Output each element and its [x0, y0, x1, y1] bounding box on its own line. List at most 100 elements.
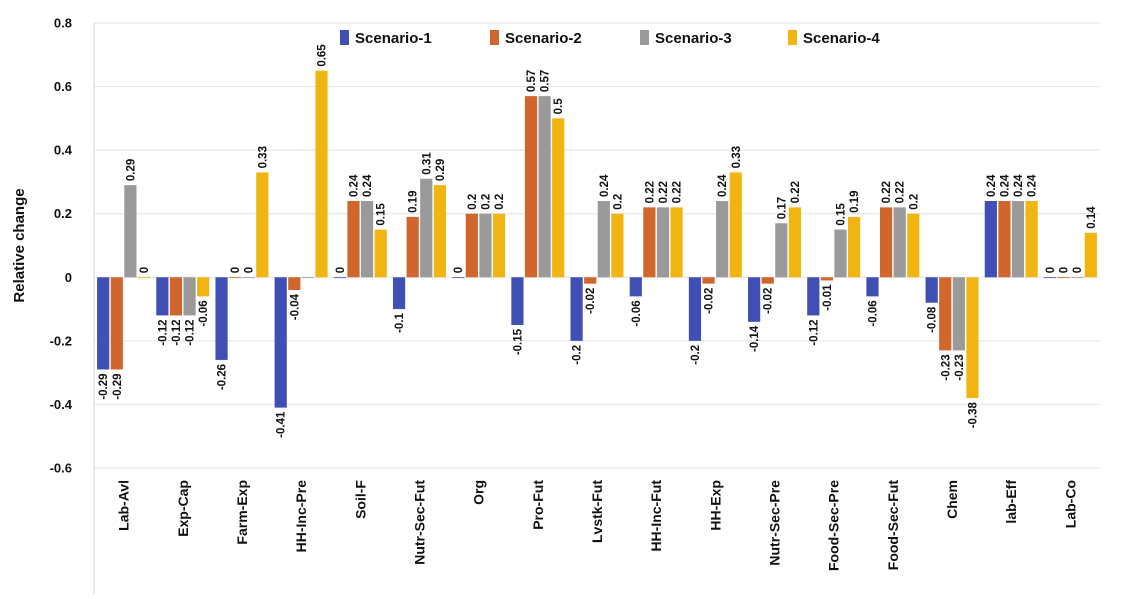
- value-label: -0.2: [690, 345, 702, 365]
- value-label: 0.31: [421, 152, 433, 175]
- value-label: -0.02: [585, 288, 597, 314]
- bar-scenario-1-exp-cap: [156, 277, 169, 316]
- value-label: 0.24: [599, 174, 611, 197]
- bar-scenario-2-org: [465, 213, 478, 278]
- bar-scenario-4-food-sec-pre: [848, 216, 861, 278]
- legend-swatch-scenario-1: [340, 30, 349, 45]
- bar-scenario-3-org: [479, 213, 492, 278]
- bar-scenario-2-hh-exp: [702, 277, 715, 284]
- x-tick-label: Food-Sec-Fut: [885, 480, 901, 571]
- bar-scenario-1-nutr-sec-fut: [392, 277, 406, 310]
- value-label: 0.19: [408, 191, 420, 213]
- value-label: 0.29: [435, 159, 447, 181]
- bar-scenario-4-lvstk-fut: [611, 213, 624, 278]
- x-tick-label: Farm-Exp: [234, 480, 250, 545]
- value-label: 0.19: [849, 191, 861, 213]
- bar-scenario-3-lvstk-fut: [597, 201, 610, 278]
- legend-swatch-scenario-2: [490, 30, 499, 45]
- value-label: -0.2: [572, 345, 584, 365]
- x-tick-label: Lab-Avl: [116, 480, 132, 531]
- bar-scenario-3-lab-eff: [1011, 201, 1025, 278]
- value-label: 0.24: [986, 174, 998, 197]
- bar-scenario-4-chem: [966, 277, 979, 399]
- value-labels: -0.29 -0.290.290-0.12 -0.12 -0.12-0.06-0.26…: [98, 44, 1098, 438]
- value-label: 0.22: [790, 181, 802, 203]
- bar-scenario-2-nutr-sec-fut: [406, 216, 419, 278]
- x-tick-label: Food-Sec-Pre: [826, 480, 842, 571]
- value-label: -0.01: [822, 284, 834, 311]
- bar-scenario-3-food-sec-fut: [893, 207, 906, 278]
- value-label: -0.02: [704, 288, 716, 314]
- bar-scenario-4-pro-fut: [552, 118, 565, 278]
- bar-scenario-3-food-sec-pre: [834, 229, 847, 278]
- bar-scenario-4-hh-exp: [729, 172, 742, 278]
- bar-scenario-1-nutr-sec-pre: [748, 277, 761, 322]
- value-label: 0.22: [881, 181, 893, 203]
- bar-scenario-2-food-sec-fut: [879, 207, 893, 278]
- bar-scenario-4-nutr-sec-fut: [433, 185, 446, 278]
- bar-scenario-3-nutr-sec-pre: [775, 223, 788, 278]
- bar-scenario-2-lvstk-fut: [584, 277, 597, 284]
- value-label: 0.2: [467, 194, 479, 210]
- y-tick-label: -0.2: [50, 333, 72, 348]
- value-label: 0.15: [376, 203, 388, 226]
- bar-scenario-1-food-sec-pre: [807, 277, 820, 316]
- x-tick-label: HH-Exp: [707, 480, 723, 531]
- x-tick-label: Pro-Fut: [530, 480, 546, 530]
- value-label: -0.29: [98, 373, 110, 399]
- x-tick-label: Exp-Cap: [175, 480, 191, 537]
- value-label: -0.12: [185, 319, 197, 345]
- bar-scenario-2-food-sec-pre: [820, 277, 834, 281]
- x-tick-label: lab-Eff: [1003, 480, 1019, 524]
- value-label: -0.04: [289, 293, 301, 320]
- value-label: -0.12: [157, 319, 169, 345]
- value-label: 0.24: [348, 174, 360, 197]
- value-label: 0.33: [731, 146, 743, 168]
- value-label: 0.24: [362, 174, 374, 197]
- value-label: -0.26: [217, 364, 229, 390]
- y-axis-title: Relative change: [11, 188, 28, 302]
- value-label: -0.12: [808, 319, 820, 345]
- bar-scenario-1-farm-exp: [215, 277, 228, 360]
- value-label: -0.23: [940, 354, 952, 380]
- bar-scenario-3-hh-inc-fut: [656, 207, 670, 278]
- bar-scenario-3-chem: [952, 277, 965, 351]
- value-label: -0.1: [394, 312, 406, 332]
- bar-scenario-2-exp-cap: [169, 277, 183, 316]
- value-label: -0.06: [631, 300, 643, 326]
- bar-scenario-4-exp-cap: [197, 277, 210, 297]
- bar-scenario-3-exp-cap: [183, 277, 196, 316]
- value-label: 0.24: [1013, 174, 1025, 197]
- bar-scenario-4-org: [492, 213, 506, 278]
- value-label: 0.22: [658, 181, 670, 203]
- value-label: 0.24: [1027, 174, 1039, 197]
- bar-scenario-1-lab-co: [1043, 277, 1057, 279]
- value-label: -0.08: [927, 306, 939, 333]
- bar-scenario-3-pro-fut: [538, 96, 551, 278]
- value-label: 0: [139, 267, 151, 273]
- value-label: 0.24: [999, 174, 1011, 197]
- y-tick-label: 0: [65, 270, 72, 285]
- bar-scenario-1-hh-inc-fut: [629, 277, 642, 297]
- legend: Scenario-1 Scenario-2 Scenario-3 Scenario-4: [340, 30, 880, 47]
- bar-scenario-1-pro-fut: [511, 277, 524, 325]
- value-label: 0.22: [895, 181, 907, 203]
- legend-swatch-scenario-3: [640, 30, 649, 45]
- bar-scenario-2-chem: [939, 277, 952, 351]
- value-label: 0: [244, 267, 256, 273]
- value-label: 0.33: [257, 146, 269, 168]
- x-tick-label: Nutr-Sec-Fut: [411, 480, 427, 565]
- y-tick-label: 0.8: [54, 16, 72, 31]
- bar-scenario-1-soil-f: [333, 277, 346, 279]
- legend-label: Scenario-3: [655, 30, 732, 47]
- bar-scenario-4-hh-inc-fut: [670, 207, 683, 278]
- legend-swatch-scenario-4: [788, 30, 797, 45]
- value-label: 0: [453, 267, 465, 273]
- value-label: 0.22: [672, 181, 684, 203]
- bar-scenario-3-soil-f: [360, 201, 374, 278]
- bar-scenario-2-lab-avl: [110, 277, 123, 370]
- bar-scenario-4-food-sec-fut: [907, 213, 920, 278]
- legend-label: Scenario-1: [355, 30, 432, 47]
- value-label: 0.17: [776, 197, 788, 219]
